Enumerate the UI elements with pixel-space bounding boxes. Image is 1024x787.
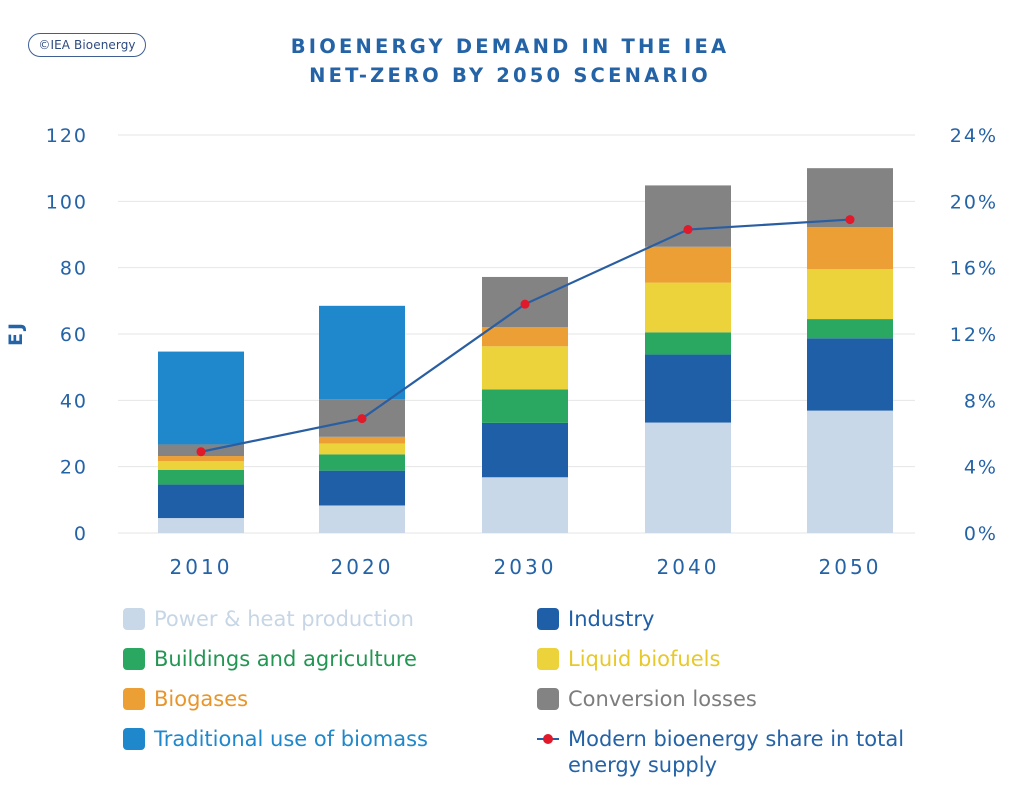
y-tick-label: 120 [46,125,88,147]
bar-segment-buildings-and-agriculture [645,332,731,355]
bar-segment-traditional-use-of-biomass [319,305,405,400]
legend-item-conversion-losses: Conversion losses [537,686,757,712]
bar-segment-traditional-use-of-biomass [158,351,244,445]
y2-tick-label: 20% [950,191,998,213]
y-tick-label: 80 [60,258,88,280]
legend-swatch-conversion-losses [537,688,559,710]
x-tick-label: 2010 [170,555,233,579]
iea-bioenergy-logo: ©IEA Bioenergy [28,33,146,57]
share-line-series [196,215,855,457]
bar-segment-liquid-biofuels [158,461,244,470]
bar-stack-2040 [645,185,731,533]
left-axis-ticks: 0 20 40 60 80 100 120 [46,125,88,545]
legend-label-modern-share-line-1: Modern bioenergy share in total [568,727,905,751]
y-axis-label: EJ [5,320,27,346]
bar-segment-liquid-biofuels [645,282,731,333]
legend-swatch-traditional-biomass [123,728,145,750]
share-point [520,299,530,309]
bar-segment-industry [807,338,893,411]
y-tick-label: 20 [60,457,88,479]
legend-label-conversion-losses: Conversion losses [568,687,757,711]
y-tick-label: 60 [60,324,88,346]
bar-segment-power-heat-production [645,422,731,533]
y2-tick-label: 24% [950,125,998,147]
legend-swatch-biogases [123,688,145,710]
bar-segment-buildings-and-agriculture [482,389,568,423]
bar-segment-biogases [482,327,568,347]
y2-tick-label: 16% [950,258,998,280]
stacked-bars [158,168,893,533]
bar-segment-power-heat-production [482,477,568,533]
legend-dot-mark [543,734,553,744]
x-tick-label: 2040 [657,555,720,579]
bar-stack-2020 [319,305,405,533]
legend-item-biogases: Biogases [123,686,248,712]
legend-item-modern-share: Modern bioenergy share in total energy s… [537,726,904,778]
right-axis-ticks: 0% 4% 8% 12% 16% 20% 24% [950,125,998,545]
share-point [845,215,855,225]
bar-segment-power-heat-production [807,410,893,533]
x-axis-ticks: 2010 2020 2030 2040 2050 [170,555,882,579]
legend-swatch-modern-share [537,728,559,750]
chart-title-line-1: BIOENERGY DEMAND IN THE IEA [290,35,730,58]
y-tick-label: 100 [46,191,88,213]
y2-tick-label: 4% [964,457,998,479]
x-tick-label: 2030 [494,555,557,579]
bar-segment-conversion-losses [645,185,731,247]
legend-item-traditional-biomass: Traditional use of biomass [123,726,428,752]
legend-label-modern-share: Modern bioenergy share in total energy s… [568,726,904,778]
x-tick-label: 2020 [331,555,394,579]
x-tick-label: 2050 [819,555,882,579]
share-point [196,447,206,457]
y-tick-label: 40 [60,390,88,412]
legend-label-buildings-agriculture: Buildings and agriculture [154,647,417,671]
y2-tick-label: 12% [950,324,998,346]
bar-segment-biogases [807,227,893,269]
legend-swatch-power-heat [123,608,145,630]
legend-item-power-heat: Power & heat production [123,606,414,632]
bar-segment-industry [158,484,244,519]
share-point [683,225,693,235]
bar-stack-2030 [482,276,568,533]
bar-segment-biogases [319,436,405,444]
legend-label-power-heat: Power & heat production [154,607,414,631]
legend-label-liquid-biofuels: Liquid biofuels [568,647,721,671]
bar-segment-liquid-biofuels [482,346,568,390]
bar-segment-buildings-and-agriculture [807,319,893,339]
legend-swatch-buildings-agriculture [123,648,145,670]
chart-title: BIOENERGY DEMAND IN THE IEA NET-ZERO BY … [200,32,820,90]
bar-segment-power-heat-production [158,518,244,533]
legend-label-biogases: Biogases [154,687,249,711]
bar-segment-industry [319,470,405,506]
bar-segment-buildings-and-agriculture [319,454,405,471]
legend-swatch-industry [537,608,559,630]
bar-segment-industry [482,422,568,478]
bar-segment-liquid-biofuels [319,443,405,455]
chart-title-line-2: NET-ZERO BY 2050 SCENARIO [309,64,711,87]
legend-label-modern-share-line-2: energy supply [568,753,718,777]
legend-label-traditional-biomass: Traditional use of biomass [154,727,428,751]
bar-stack-2010 [158,351,244,533]
y2-tick-label: 0% [964,523,998,545]
legend-swatch-liquid-biofuels [537,648,559,670]
share-point [357,414,367,424]
y2-tick-label: 8% [964,390,998,412]
bar-segment-power-heat-production [319,505,405,533]
y-tick-label: 0 [74,523,88,545]
bar-segment-biogases [158,456,244,462]
legend-item-industry: Industry [537,606,654,632]
bar-segment-liquid-biofuels [807,268,893,320]
bar-segment-biogases [645,246,731,283]
legend-label-industry: Industry [568,607,655,631]
legend-item-liquid-biofuels: Liquid biofuels [537,646,720,672]
legend-item-buildings-agriculture: Buildings and agriculture [123,646,417,672]
bar-segment-buildings-and-agriculture [158,469,244,485]
bar-segment-industry [645,354,731,423]
